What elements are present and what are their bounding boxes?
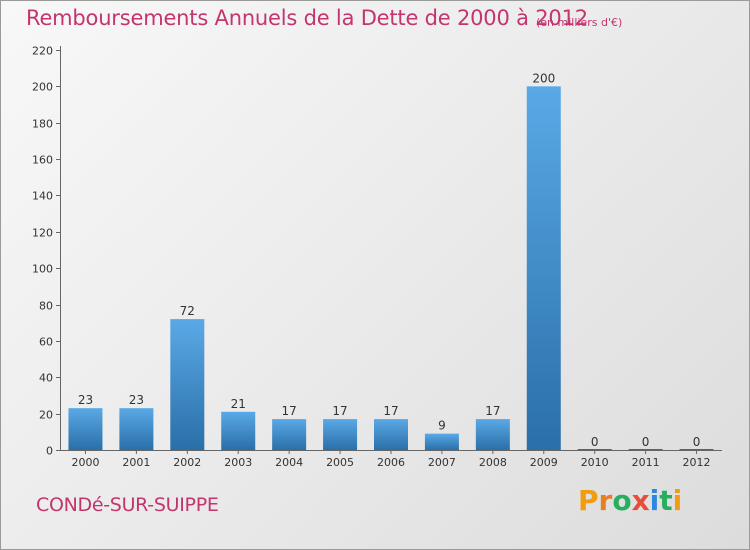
x-tick-label: 2008 bbox=[479, 456, 507, 469]
y-tick-label: 140 bbox=[32, 190, 53, 203]
data-label: 9 bbox=[438, 419, 446, 433]
data-label: 0 bbox=[642, 435, 650, 449]
y-tick-label: 60 bbox=[39, 336, 53, 349]
x-tick-label: 2007 bbox=[428, 456, 456, 469]
bar-2003 bbox=[221, 411, 256, 450]
proxiti-logo: Proxiti bbox=[578, 484, 682, 517]
x-tick-label: 2000 bbox=[71, 456, 99, 469]
logo-letter: t bbox=[659, 484, 673, 517]
logo-letter: i bbox=[672, 484, 683, 517]
data-label: 17 bbox=[332, 404, 347, 418]
bar-2001 bbox=[119, 408, 154, 450]
y-tick-label: 180 bbox=[32, 118, 53, 131]
bar-2008 bbox=[475, 419, 510, 450]
data-label: 0 bbox=[591, 435, 599, 449]
logo-letter: r bbox=[598, 484, 613, 517]
x-tick-label: 2003 bbox=[224, 456, 252, 469]
bar-2006 bbox=[374, 419, 408, 450]
commune-name: CONDé-SUR-SUIPPE bbox=[36, 494, 219, 516]
x-tick-label: 2001 bbox=[122, 456, 150, 469]
bar-2000 bbox=[68, 408, 103, 450]
y-tick-label: 200 bbox=[32, 81, 53, 94]
bar-2002 bbox=[170, 319, 205, 450]
x-tick-label: 2005 bbox=[326, 456, 354, 469]
bar-2004 bbox=[272, 419, 307, 450]
y-tick-label: 100 bbox=[32, 263, 53, 276]
data-label: 23 bbox=[129, 393, 144, 407]
logo-letter: P bbox=[578, 484, 599, 517]
y-tick-label: 0 bbox=[46, 445, 53, 458]
chart-unit: (en milliers d'€) bbox=[536, 16, 623, 29]
logo-letter: i bbox=[649, 484, 660, 517]
bar-2005 bbox=[323, 419, 358, 450]
data-label: 17 bbox=[282, 404, 297, 418]
chart-title: Remboursements Annuels de la Dette de 20… bbox=[26, 6, 588, 30]
x-tick-label: 2011 bbox=[632, 456, 660, 469]
data-label: 200 bbox=[532, 71, 555, 85]
data-label: 72 bbox=[180, 304, 195, 318]
data-label: 17 bbox=[383, 404, 398, 418]
x-tick-label: 2004 bbox=[275, 456, 303, 469]
y-tick-label: 220 bbox=[32, 45, 53, 58]
y-tick-label: 160 bbox=[32, 154, 53, 167]
data-label: 23 bbox=[78, 393, 93, 407]
x-tick-label: 2006 bbox=[377, 456, 405, 469]
x-tick-label: 2009 bbox=[530, 456, 558, 469]
x-tick-label: 2002 bbox=[173, 456, 201, 469]
x-tick-label: 2012 bbox=[683, 456, 711, 469]
bar-2009 bbox=[526, 86, 561, 450]
data-label: 17 bbox=[485, 404, 500, 418]
x-tick-label: 2010 bbox=[581, 456, 609, 469]
data-label: 21 bbox=[231, 397, 246, 411]
logo-letter: o bbox=[612, 484, 632, 517]
y-tick-label: 120 bbox=[32, 227, 53, 240]
y-tick-label: 40 bbox=[39, 372, 53, 385]
y-tick-label: 80 bbox=[39, 300, 53, 313]
logo-letter: x bbox=[631, 484, 650, 517]
y-tick-label: 20 bbox=[39, 409, 53, 422]
data-label: 0 bbox=[693, 435, 701, 449]
bar-2007 bbox=[424, 433, 459, 450]
